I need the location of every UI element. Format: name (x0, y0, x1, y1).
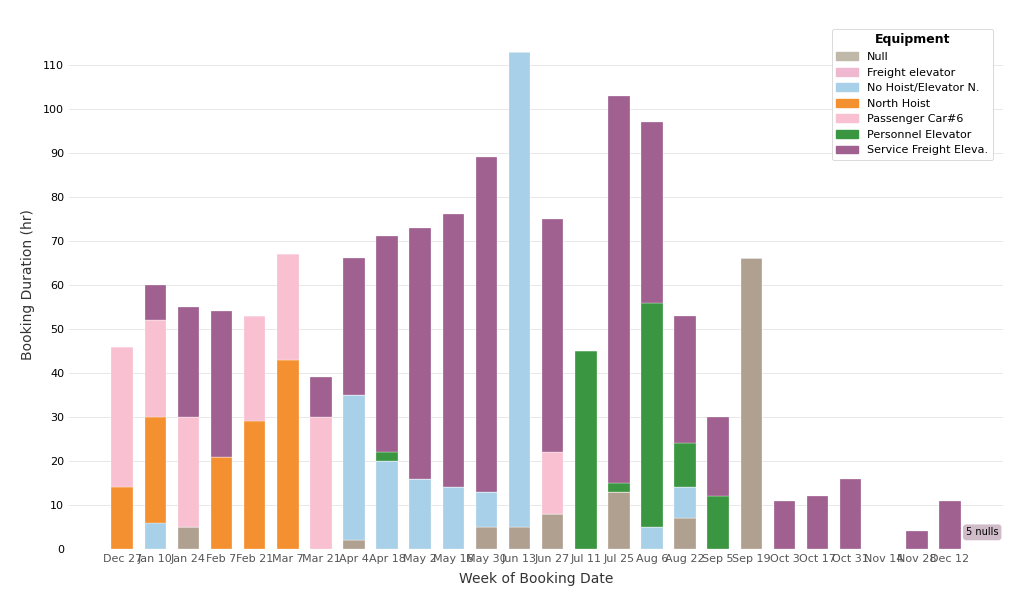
Bar (608, 96, 630, 483)
Text: 5 nulls: 5 nulls (966, 527, 998, 537)
Bar (740, 259, 762, 549)
Bar (377, 237, 398, 452)
Bar (708, 496, 729, 549)
Bar (442, 487, 464, 549)
Bar (442, 214, 464, 487)
Bar (840, 478, 861, 549)
Bar (211, 456, 232, 549)
Bar (310, 417, 332, 549)
Bar (343, 259, 365, 395)
Bar (178, 527, 200, 549)
Bar (144, 320, 166, 417)
Bar (310, 378, 332, 417)
Bar (608, 483, 630, 492)
Bar (807, 496, 828, 549)
Bar (410, 228, 431, 478)
Bar (343, 540, 365, 549)
Legend: Null, Freight elevator, No Hoist/Elevator N., North Hoist, Passenger Car#6, Pers: Null, Freight elevator, No Hoist/Elevato… (831, 29, 993, 160)
Bar (542, 219, 563, 452)
Bar (144, 417, 166, 523)
Bar (278, 360, 299, 549)
Bar (641, 122, 663, 302)
Y-axis label: Booking Duration (hr): Booking Duration (hr) (20, 209, 35, 361)
Bar (343, 395, 365, 540)
Bar (476, 157, 498, 492)
Bar (377, 461, 398, 549)
Bar (542, 514, 563, 549)
Bar (675, 487, 696, 518)
Bar (244, 316, 265, 421)
Bar (112, 487, 133, 549)
Bar (144, 285, 166, 320)
Bar (675, 443, 696, 487)
Bar (575, 351, 597, 549)
Bar (144, 523, 166, 549)
Bar (178, 307, 200, 417)
Bar (476, 527, 498, 549)
Bar (178, 417, 200, 527)
Bar (608, 492, 630, 549)
Bar (244, 421, 265, 549)
Bar (377, 452, 398, 461)
Bar (641, 302, 663, 527)
Bar (906, 531, 928, 549)
Bar (939, 501, 961, 549)
Bar (278, 254, 299, 360)
Bar (476, 492, 498, 527)
X-axis label: Week of Booking Date: Week of Booking Date (459, 572, 613, 586)
Bar (542, 452, 563, 514)
Bar (675, 518, 696, 549)
Bar (410, 478, 431, 549)
Bar (641, 527, 663, 549)
Bar (509, 52, 530, 527)
Bar (112, 347, 133, 487)
Bar (708, 417, 729, 496)
Bar (774, 501, 796, 549)
Bar (675, 316, 696, 443)
Bar (509, 527, 530, 549)
Bar (211, 311, 232, 456)
